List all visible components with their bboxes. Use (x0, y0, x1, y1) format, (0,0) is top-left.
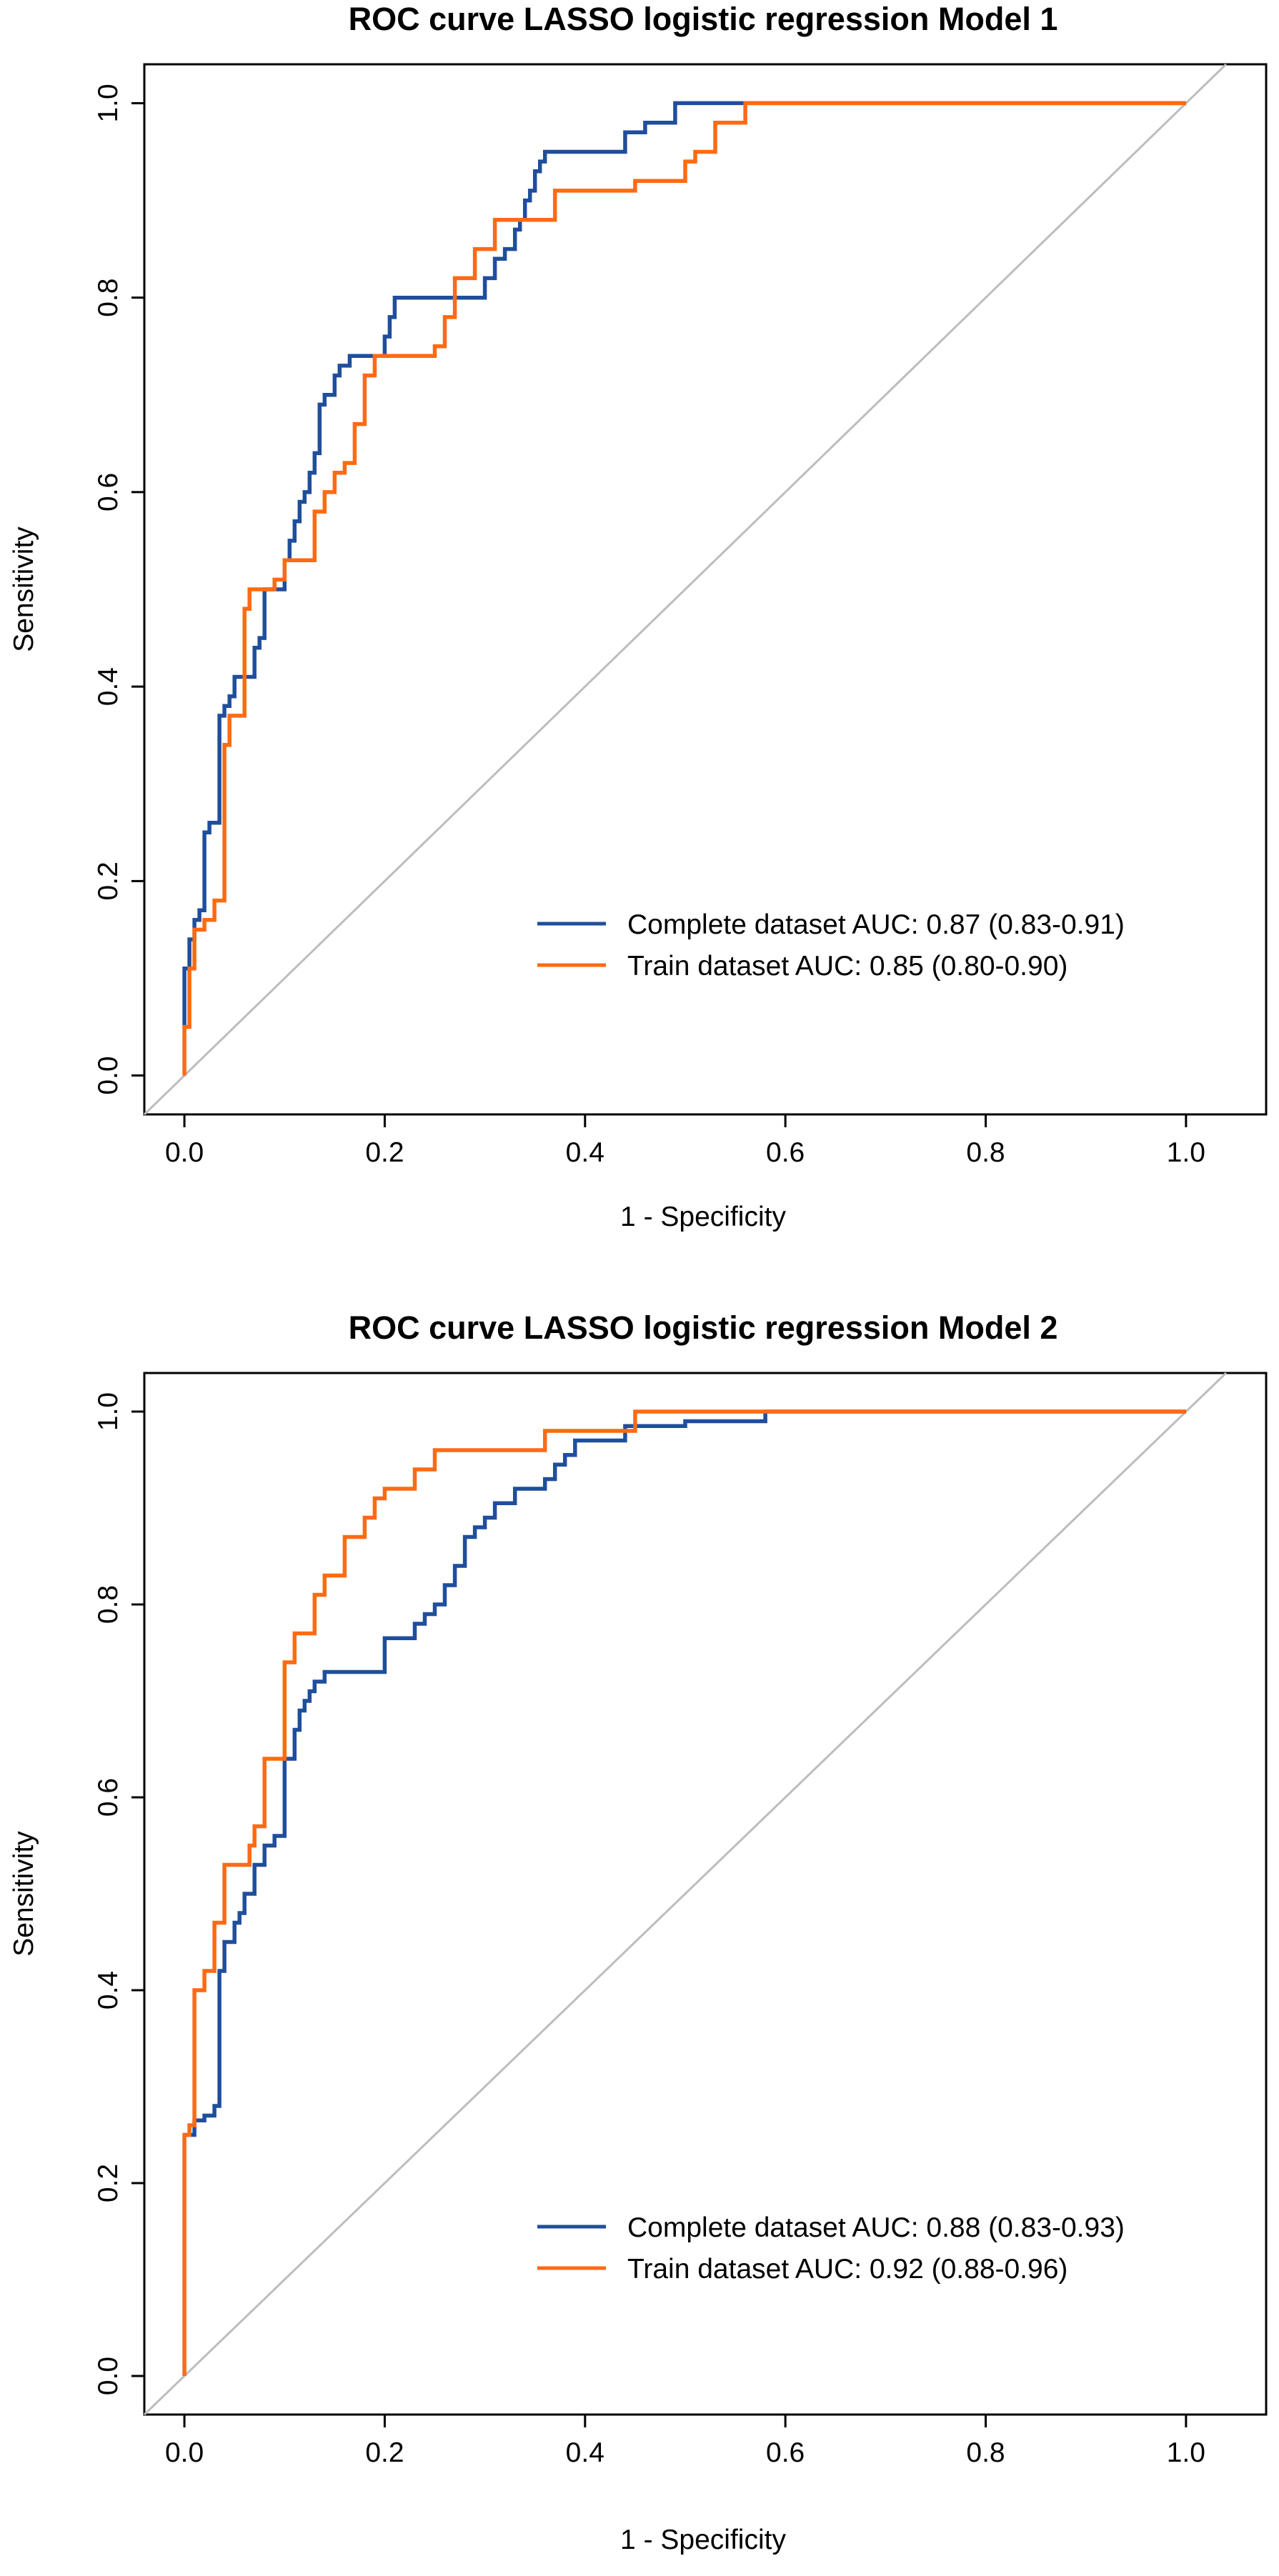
y-tick-label: 0.8 (93, 1585, 124, 1624)
y-tick-label: 0.2 (93, 2164, 124, 2202)
legend-label-train: Train dataset AUC: 0.85 (0.80-0.90) (627, 951, 1068, 982)
y-axis-label: Sensitivity (9, 526, 39, 652)
chart-title: ROC curve LASSO logistic regression Mode… (349, 1309, 1058, 1346)
x-tick-label: 0.2 (365, 1137, 404, 1168)
y-tick-label: 0.8 (93, 279, 124, 317)
y-tick-label: 0.6 (93, 473, 124, 511)
x-tick-label: 0.2 (365, 2437, 404, 2468)
reference-diagonal (143, 63, 1227, 1116)
x-tick-label: 0.4 (566, 1137, 604, 1168)
roc-curve-train (182, 101, 1186, 1076)
curves-layer (182, 101, 1186, 1076)
y-tick-label: 0.6 (93, 1778, 124, 1817)
roc-panel-model-1: ROC curve LASSO logistic regression Mode… (9, 1, 1268, 1232)
chart-title: ROC curve LASSO logistic regression Mode… (349, 1, 1058, 37)
reference-layer (143, 63, 1227, 1116)
roc-curve-complete (182, 101, 1186, 1027)
x-axis: 0.0 0.2 0.4 0.6 0.8 1.0 (165, 2413, 1205, 2468)
x-tick-label: 0.8 (966, 1137, 1005, 1168)
y-tick-label: 0.4 (93, 1971, 124, 2010)
x-tick-label: 1.0 (1167, 2437, 1205, 2468)
x-axis: 0.0 0.2 0.4 0.6 0.8 1.0 (165, 1113, 1205, 1168)
roc-curve-complete (184, 1409, 1186, 2137)
y-tick-label: 0.4 (93, 667, 124, 706)
reference-layer (143, 1372, 1227, 2416)
y-tick-label: 1.0 (93, 84, 124, 122)
y-tick-label: 1.0 (93, 1392, 124, 1431)
x-axis-label: 1 - Specificity (620, 2525, 786, 2555)
x-tick-label: 0.0 (165, 2437, 204, 2468)
legend-label-complete: Complete dataset AUC: 0.87 (0.83-0.91) (627, 909, 1125, 940)
x-tick-label: 0.6 (766, 1137, 805, 1168)
legend: Complete dataset AUC: 0.87 (0.83-0.91) T… (537, 909, 1125, 982)
curves-layer (182, 1409, 1186, 2376)
reference-diagonal (143, 1372, 1227, 2416)
x-axis-label: 1 - Specificity (620, 1202, 786, 1232)
y-axis: 0.0 0.2 0.4 0.6 0.8 1.0 (93, 84, 146, 1095)
x-tick-label: 1.0 (1167, 1137, 1205, 1168)
roc-panel-model-2: ROC curve LASSO logistic regression Mode… (9, 1309, 1268, 2555)
x-tick-label: 0.8 (966, 2437, 1005, 2468)
x-tick-label: 0.0 (165, 1137, 204, 1168)
y-axis: 0.0 0.2 0.4 0.6 0.8 1.0 (93, 1392, 146, 2395)
x-tick-label: 0.6 (766, 2437, 805, 2468)
legend-label-train: Train dataset AUC: 0.92 (0.88-0.96) (627, 2254, 1068, 2285)
y-axis-label: Sensitivity (9, 1831, 39, 1957)
y-tick-label: 0.0 (93, 2357, 124, 2395)
legend-label-complete: Complete dataset AUC: 0.88 (0.83-0.93) (627, 2212, 1125, 2243)
roc-curve-train (182, 1409, 1186, 2376)
legend: Complete dataset AUC: 0.88 (0.83-0.93) T… (537, 2212, 1125, 2285)
y-tick-label: 0.0 (93, 1056, 124, 1094)
x-tick-label: 0.4 (566, 2437, 604, 2468)
y-tick-label: 0.2 (93, 862, 124, 900)
